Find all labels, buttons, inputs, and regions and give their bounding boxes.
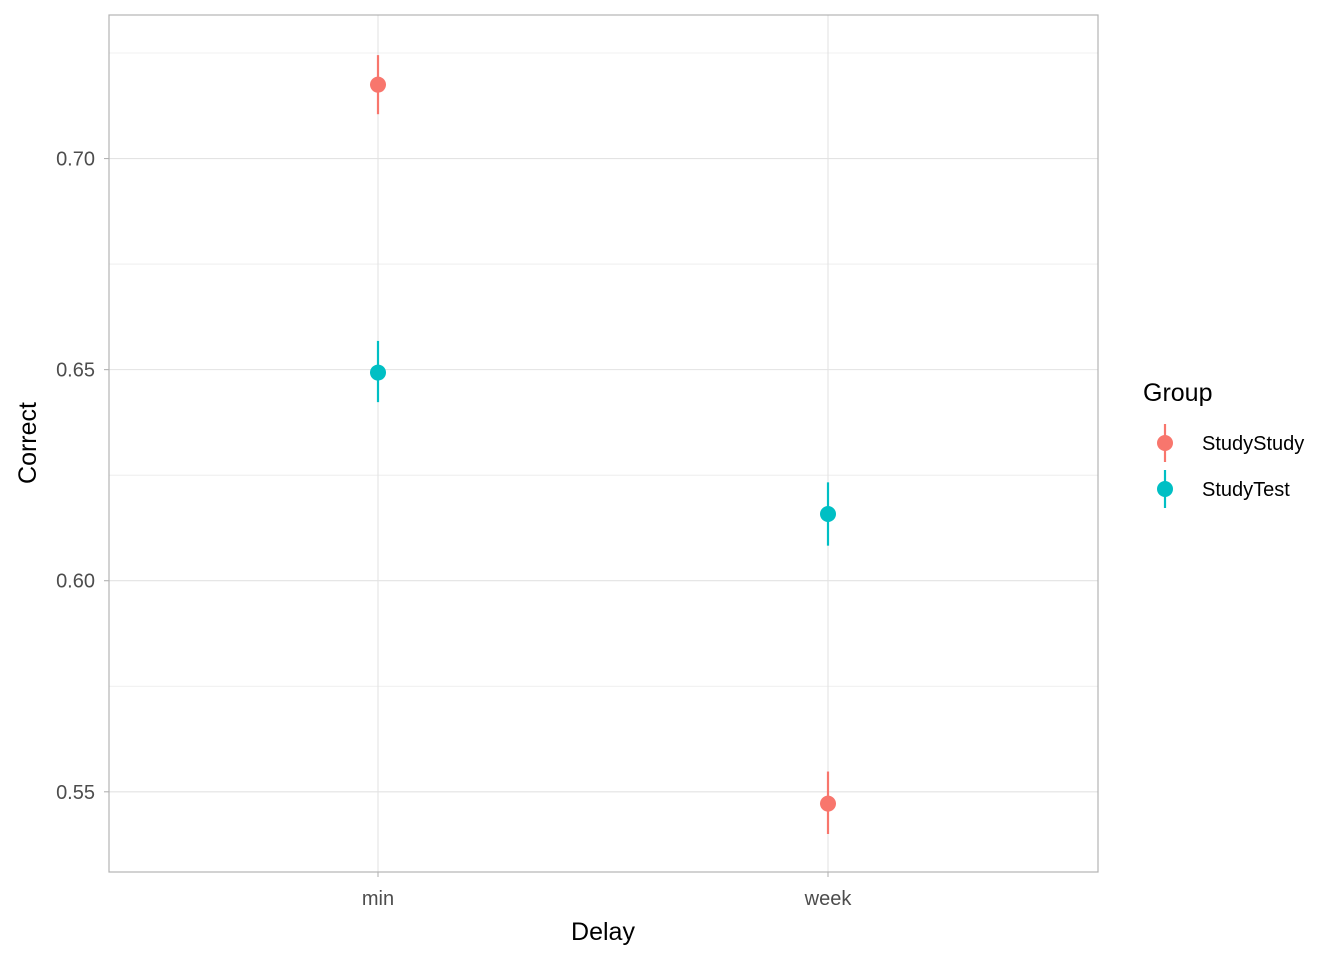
x-axis-title: Delay bbox=[571, 918, 635, 946]
legend: Group StudyStudy StudyTest bbox=[1143, 379, 1304, 508]
legend-key-point-StudyStudy bbox=[1157, 435, 1173, 451]
grid-major bbox=[109, 15, 1098, 872]
y-tick-label-0: 0.55 bbox=[56, 782, 95, 804]
legend-items: StudyStudy StudyTest bbox=[1157, 424, 1304, 508]
y-tick-label-1: 0.60 bbox=[56, 571, 95, 593]
x-axis-ticks: min week bbox=[362, 872, 852, 910]
grid-minor bbox=[109, 52, 1098, 687]
panel-border bbox=[108, 14, 1099, 873]
y-tick-label-2: 0.65 bbox=[56, 360, 95, 382]
point-StudyStudy-week bbox=[820, 795, 836, 812]
point-StudyTest-min bbox=[370, 364, 386, 381]
x-tick-label-1: week bbox=[804, 888, 853, 910]
point-StudyTest-week bbox=[820, 506, 836, 523]
data-marks bbox=[370, 55, 836, 835]
y-tick-label-3: 0.70 bbox=[56, 149, 95, 171]
legend-label-StudyTest: StudyTest bbox=[1202, 479, 1290, 501]
legend-key-point-StudyTest bbox=[1157, 481, 1173, 497]
y-axis-title: Correct bbox=[14, 402, 42, 484]
x-tick-label-0: min bbox=[362, 888, 394, 910]
legend-label-StudyStudy: StudyStudy bbox=[1202, 433, 1304, 455]
point-StudyStudy-min bbox=[370, 76, 386, 93]
legend-title: Group bbox=[1143, 379, 1212, 407]
y-axis-ticks: 0.55 0.60 0.65 0.70 bbox=[56, 149, 109, 804]
